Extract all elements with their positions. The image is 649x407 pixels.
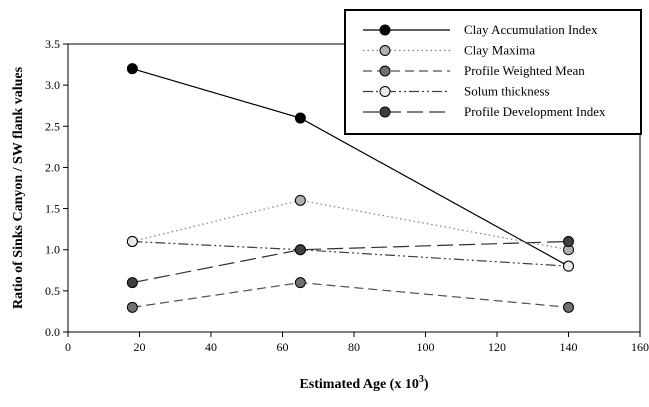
legend-box [344, 9, 642, 135]
series-line [132, 199, 569, 251]
legend-marker [379, 65, 391, 77]
y-tick-label: 2.0 [45, 160, 60, 174]
series-3 [126, 277, 574, 313]
x-tick-label: 80 [348, 340, 360, 354]
series-5 [126, 235, 574, 289]
y-tick-label: 0.5 [45, 284, 60, 298]
y-tick-label: 3.5 [45, 37, 60, 51]
legend-item: Clay Maxima [363, 43, 535, 58]
legend-item: Profile Development Index [363, 104, 606, 119]
data-point [126, 235, 138, 247]
data-point [294, 277, 306, 289]
series-group [126, 63, 574, 313]
data-point [294, 194, 306, 206]
series-line [132, 282, 569, 308]
series-4 [126, 235, 574, 272]
y-tick-label: 0.0 [45, 325, 60, 339]
x-tick-label: 160 [631, 340, 649, 354]
legend-marker [379, 106, 391, 118]
x-tick-label: 60 [277, 340, 289, 354]
data-point [563, 301, 574, 313]
x-axis-title-main: Estimated Age (x 10 [299, 377, 418, 392]
legend-label: Profile Weighted Mean [464, 63, 585, 78]
x-tick-label: 140 [560, 340, 578, 354]
x-axis-title-superscript: 3 [419, 374, 424, 385]
legend-item: Clay Accumulation Index [363, 22, 598, 37]
data-point [294, 244, 306, 256]
data-point [563, 235, 574, 247]
x-tick-label: 120 [488, 340, 506, 354]
data-point [126, 301, 138, 313]
legend-marker [379, 24, 391, 36]
legend: Clay Accumulation Index Clay Maxima Profil… [344, 9, 642, 135]
x-axis-title-suffix: ) [424, 377, 429, 392]
legend-label: Profile Development Index [464, 104, 606, 119]
legend-label: Clay Accumulation Index [464, 22, 598, 37]
x-tick-label: 20 [134, 340, 146, 354]
data-point [563, 260, 574, 272]
legend-label: Clay Maxima [464, 43, 535, 58]
legend-label: Solum thickness [464, 84, 550, 99]
x-tick-label: 0 [65, 340, 71, 354]
y-tick-label: 3.0 [45, 78, 60, 92]
y-tick-label: 1.0 [45, 243, 60, 257]
series-line [132, 240, 569, 267]
series-line [132, 240, 569, 284]
x-tick-label: 40 [205, 340, 217, 354]
legend-item: Solum thickness [363, 84, 550, 99]
data-point [294, 112, 306, 124]
data-point [126, 63, 138, 75]
y-axis-title: Ratio of Sinks Canyon / SW flank values [11, 66, 26, 309]
axes: 0 20 40 60 80 100 120 140 160 0.0 0.5 1.0 1.5 2.0 2.5 3… [45, 37, 649, 354]
y-tick-label: 1.5 [45, 202, 60, 216]
series-2 [126, 194, 574, 256]
legend-marker [379, 86, 391, 97]
y-tick-label: 2.5 [45, 119, 60, 133]
legend-marker [379, 45, 391, 56]
legend-item: Profile Weighted Mean [363, 63, 585, 78]
x-axis-title: Estimated Age (x 103) [299, 374, 428, 392]
data-point [126, 277, 138, 289]
x-tick-label: 100 [417, 340, 435, 354]
